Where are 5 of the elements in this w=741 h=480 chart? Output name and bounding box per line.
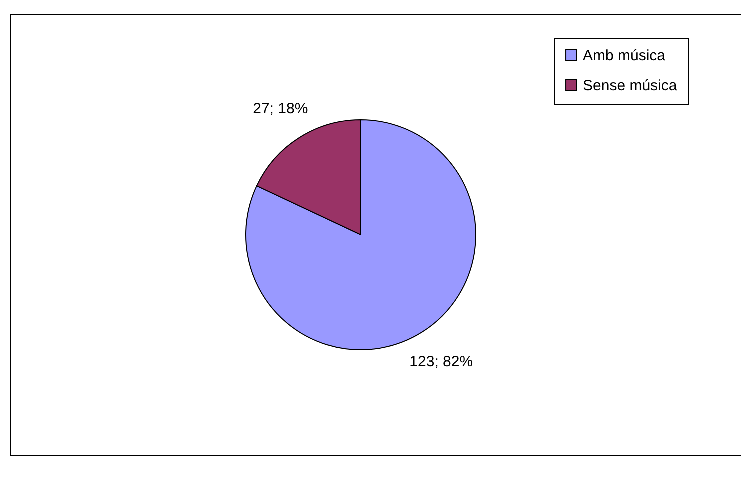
pie-slice — [246, 120, 476, 350]
data-label: 123; 82% — [410, 354, 474, 371]
data-label: 27; 18% — [253, 100, 308, 118]
legend-label: Amb música — [583, 48, 666, 64]
legend-label: Sense música — [583, 78, 678, 94]
